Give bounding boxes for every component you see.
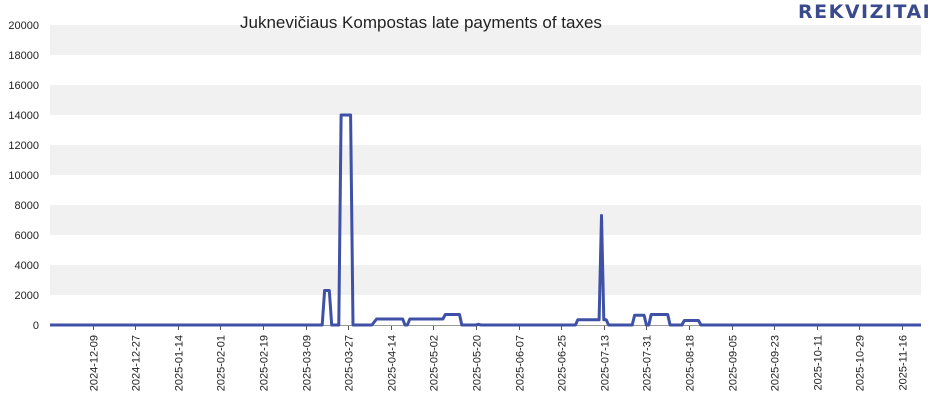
- x-tick-label: 2025-01-14: [174, 335, 186, 391]
- x-tick-label: 2024-12-27: [131, 335, 143, 391]
- grid-band: [50, 55, 921, 85]
- chart-title: Juknevičiaus Kompostas late payments of …: [240, 13, 602, 32]
- x-tick-label: 2025-06-07: [515, 335, 527, 391]
- rekvizitai-logo[interactable]: REKVIZITAI VŽ: [798, 0, 930, 24]
- x-tick-label: 2025-03-27: [344, 335, 356, 391]
- x-tick-label: 2025-05-20: [472, 335, 484, 391]
- y-tick-label: 10000: [8, 170, 39, 182]
- x-tick-label: 2025-05-02: [429, 335, 441, 391]
- x-tick-label: 2025-04-14: [387, 335, 399, 391]
- y-tick-label: 20000: [8, 20, 39, 32]
- x-tick-label: 2025-07-13: [600, 335, 612, 391]
- y-tick-label: 0: [33, 320, 39, 332]
- y-tick-label: 6000: [15, 230, 39, 242]
- y-tick-label: 14000: [8, 110, 39, 122]
- x-tick-label: 2025-11-16: [898, 335, 910, 390]
- grid-band: [50, 85, 921, 115]
- x-tick-label: 2025-10-11: [813, 335, 825, 390]
- x-tick-label: 2025-08-18: [685, 335, 697, 391]
- grid-band: [50, 295, 921, 325]
- x-axis-ticks: 2024-12-09 2024-12-27 2025-01-14 2025-02-01…: [89, 325, 910, 391]
- y-tick-label: 8000: [15, 200, 39, 212]
- x-tick-label: 2025-09-05: [728, 335, 740, 391]
- x-tick-label: 2025-02-01: [216, 335, 228, 391]
- x-tick-label: 2025-09-23: [770, 335, 782, 391]
- grid-band: [50, 205, 921, 235]
- y-tick-label: 18000: [8, 50, 39, 62]
- y-tick-label: 12000: [8, 140, 39, 152]
- logo-text: REKVIZITAI: [798, 1, 930, 23]
- x-tick-label: 2025-06-25: [557, 335, 569, 391]
- series-line: [50, 113, 921, 327]
- x-tick-label: 2025-07-31: [642, 335, 654, 391]
- x-tick-label: 2025-10-29: [855, 335, 867, 391]
- grid-band: [50, 145, 921, 175]
- y-axis-ticks: 0 2000 4000 6000 8000 10000 12000 14000 16000 180…: [8, 20, 39, 332]
- grid-band: [50, 235, 921, 265]
- grid-band: [50, 175, 921, 205]
- y-tick-label: 16000: [8, 80, 39, 92]
- grid-band: [50, 265, 921, 295]
- grid-band: [50, 115, 921, 145]
- x-tick-label: 2024-12-09: [89, 335, 101, 391]
- x-tick-label: 2025-02-19: [259, 335, 271, 391]
- grid-band: [50, 25, 921, 55]
- y-tick-label: 4000: [15, 260, 39, 272]
- y-tick-label: 2000: [15, 290, 39, 302]
- x-tick-label: 2025-03-09: [302, 335, 314, 391]
- grid-bands: [50, 25, 921, 325]
